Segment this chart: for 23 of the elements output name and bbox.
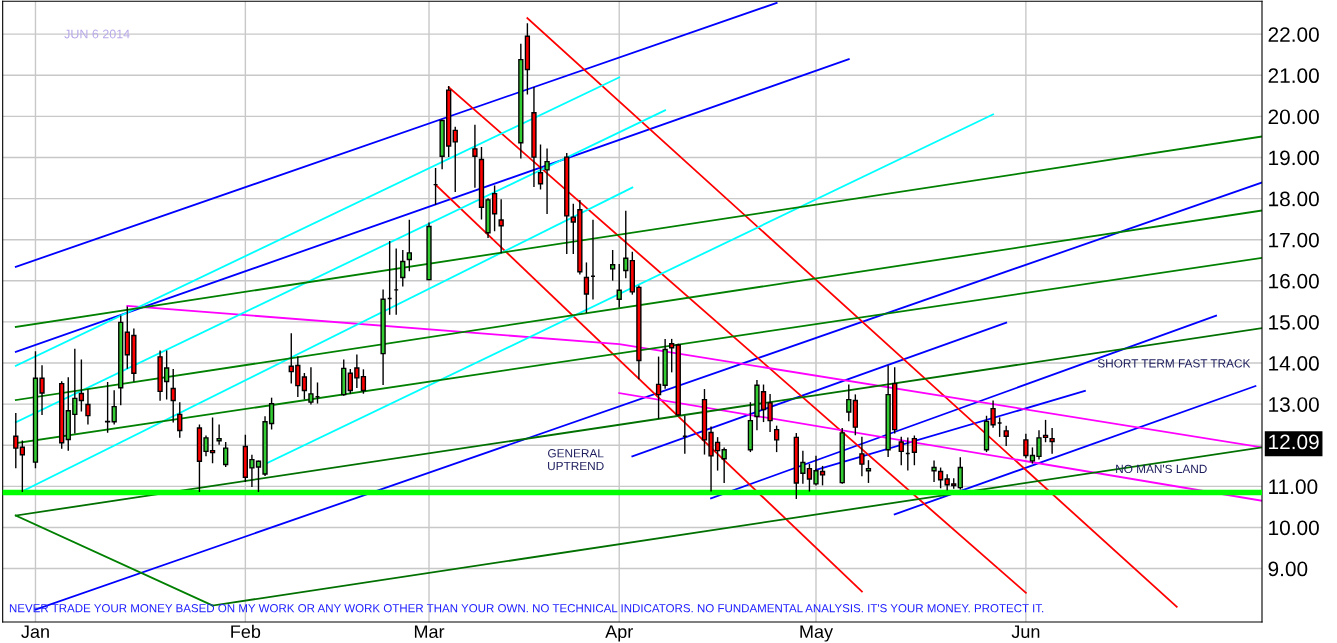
y-tick-label: 18.00 — [1269, 191, 1319, 207]
y-tick-label: 14.00 — [1269, 356, 1319, 371]
y-tick-label: 10.00 — [1269, 520, 1319, 536]
y-tick-label: 21.00 — [1268, 68, 1319, 84]
y-tick-label: 19.00 — [1269, 150, 1319, 166]
y-tick-label: 9.00 — [1268, 561, 1308, 577]
annotation: SHORT TERM FAST TRACK — [1097, 359, 1251, 368]
x-tick-label: Jun — [1011, 625, 1040, 639]
x-tick-label: Jan — [21, 625, 49, 639]
annotation: GENERAL UPTREND — [548, 449, 604, 471]
x-tick-label: May — [800, 625, 834, 642]
y-tick-label: 17.00 — [1269, 232, 1319, 248]
x-tick-label: Mar — [414, 625, 445, 639]
y-tick-label: 16.00 — [1269, 273, 1319, 289]
y-tick-label: 11.00 — [1269, 479, 1318, 495]
y-tick-label: 22.00 — [1268, 27, 1319, 42]
y-tick-label: 20.00 — [1268, 109, 1319, 125]
x-tick-label: Feb — [231, 624, 261, 639]
y-tick-label: 12.09 — [1269, 434, 1319, 450]
x-tick-label: Apr — [605, 625, 633, 642]
y-tick-label: 13.00 — [1269, 397, 1319, 412]
text: JUN 6 2014 — [64, 29, 130, 39]
y-tick-label: 15.00 — [1269, 314, 1319, 330]
